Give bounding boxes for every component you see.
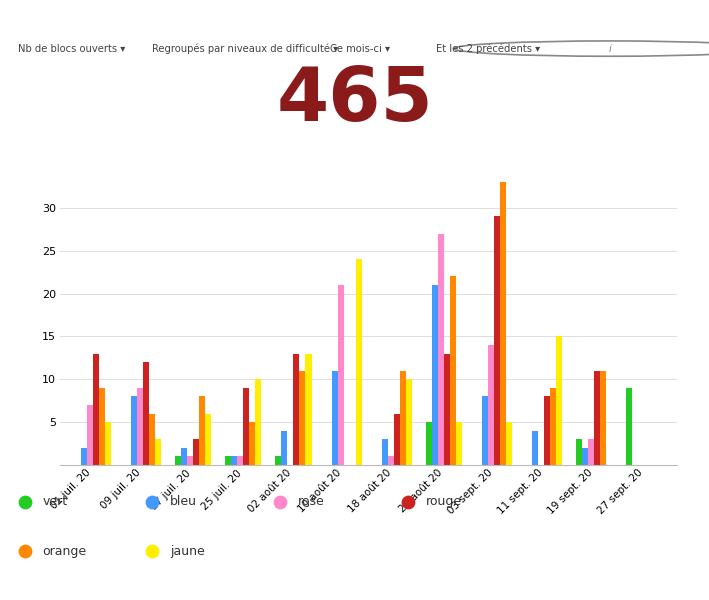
Bar [181,448,187,465]
Bar [199,397,205,465]
Point [574,296,586,306]
Bar [337,285,344,465]
Text: jaune: jaune [170,545,205,558]
Text: orange: orange [43,545,86,558]
Bar [444,353,450,465]
Bar [281,431,287,465]
Bar [393,413,400,465]
Bar [426,422,432,465]
Bar [137,388,143,465]
Text: rose: rose [298,495,325,508]
Bar [532,431,538,465]
Bar [601,371,606,465]
Bar [406,379,412,465]
Bar [250,422,255,465]
Text: Et les 2 précédents ▾: Et les 2 précédents ▾ [436,43,540,54]
Bar [93,353,99,465]
Bar [225,457,231,465]
Bar [576,439,582,465]
Bar [456,422,462,465]
Bar [500,182,506,465]
Bar [155,439,161,465]
Bar [332,371,337,465]
Bar [506,422,512,465]
Bar [381,439,388,465]
Bar [143,362,149,465]
Bar [356,259,362,465]
Bar [99,388,105,465]
Text: bleu: bleu [170,495,197,508]
Text: Regroupés par niveaux de difficulté ▾: Regroupés par niveaux de difficulté ▾ [152,43,339,54]
Bar [438,233,444,465]
Text: Nb de blocs ouverts ▾: Nb de blocs ouverts ▾ [18,44,125,53]
Bar [86,405,93,465]
Bar [255,379,262,465]
Bar [545,397,550,465]
Bar [494,217,500,465]
Bar [550,388,557,465]
Bar [238,457,243,465]
Bar [243,388,250,465]
Bar [488,345,494,465]
Bar [482,397,488,465]
Bar [81,448,86,465]
Bar [149,413,155,465]
Bar [400,371,406,465]
Bar [627,388,632,465]
Text: 465: 465 [276,64,433,137]
Text: vert: vert [43,495,67,508]
Bar [105,422,111,465]
Bar [187,457,193,465]
Bar [306,353,311,465]
Bar [450,277,456,465]
Bar [131,397,137,465]
Bar [193,439,199,465]
Bar [588,439,594,465]
Bar [299,371,306,465]
Bar [275,457,281,465]
Bar [294,353,299,465]
Bar [432,285,438,465]
Bar [388,457,393,465]
Bar [231,457,238,465]
Bar [175,457,181,465]
Text: rouge: rouge [425,495,462,508]
Text: Les 196 blocs de Hueco Zenith: Les 196 blocs de Hueco Zenith [9,8,234,23]
Text: i: i [608,44,611,53]
Bar [594,371,601,465]
Text: Ce mois-ci ▾: Ce mois-ci ▾ [330,44,390,53]
Bar [557,337,562,465]
Bar [205,413,211,465]
Bar [582,448,588,465]
